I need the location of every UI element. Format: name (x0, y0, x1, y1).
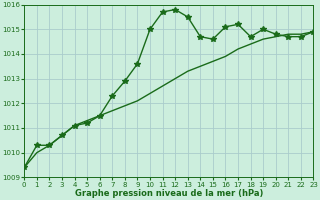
X-axis label: Graphe pression niveau de la mer (hPa): Graphe pression niveau de la mer (hPa) (75, 189, 263, 198)
